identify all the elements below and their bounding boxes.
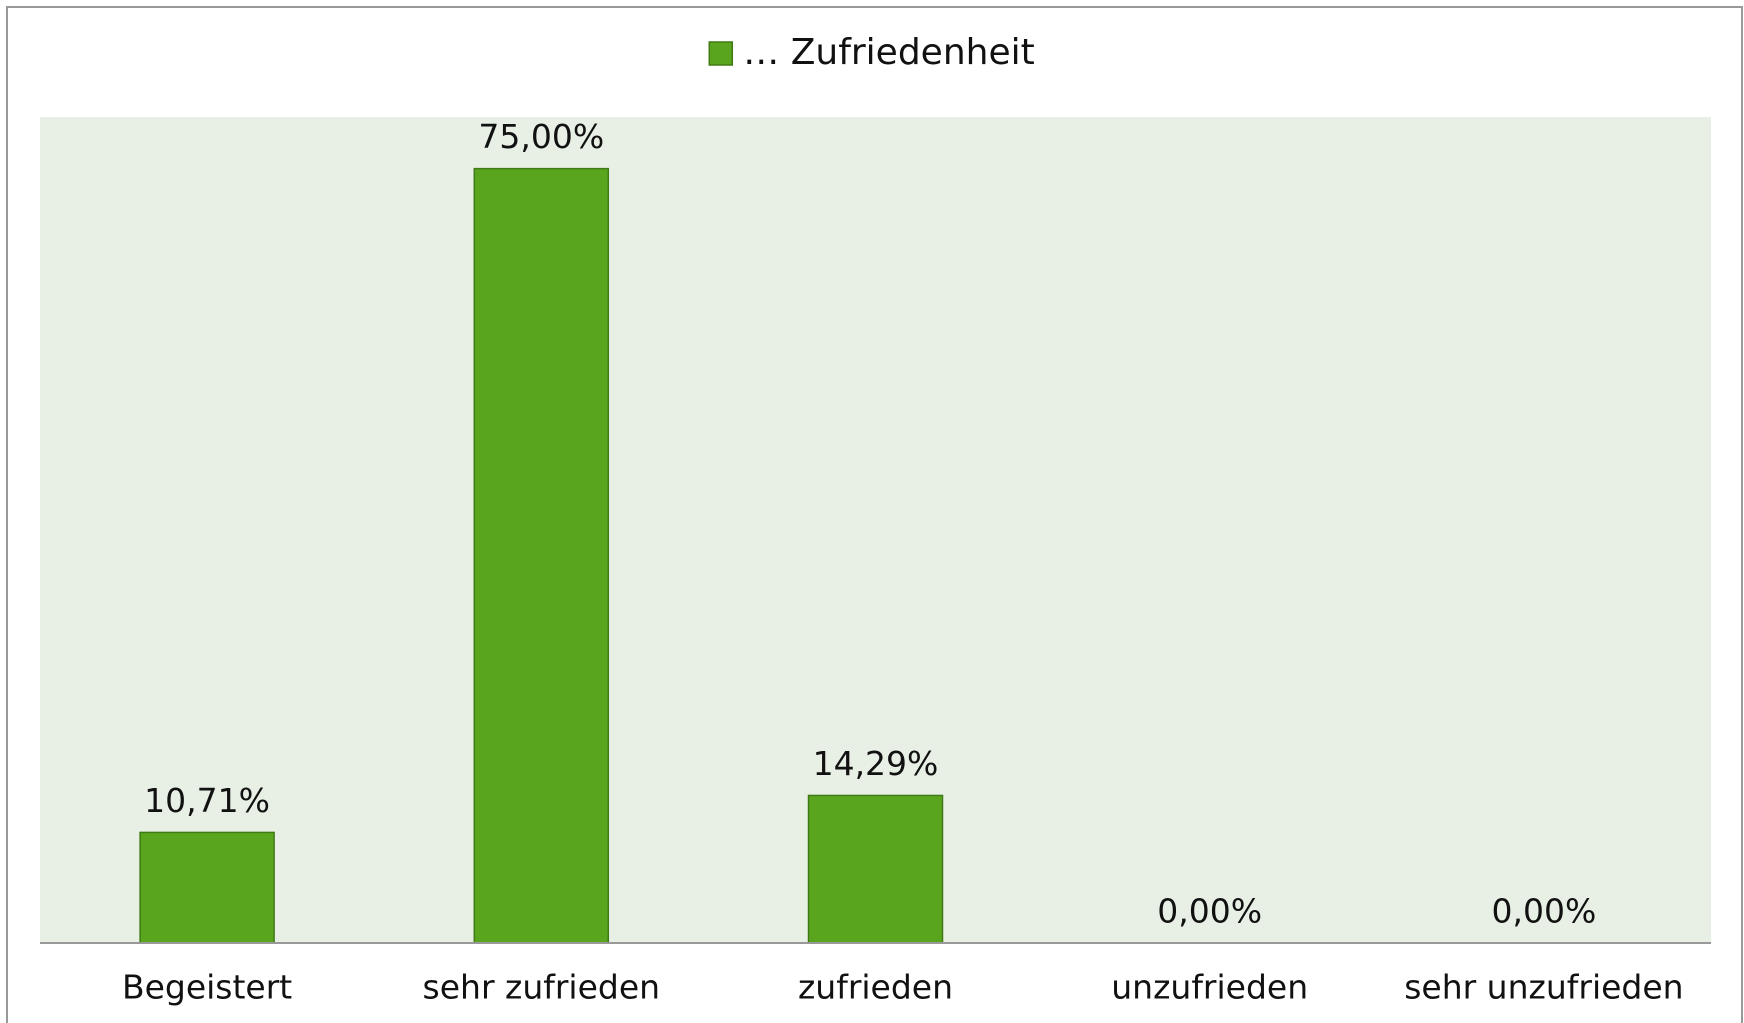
bar [473,167,610,944]
value-label: 14,29% [813,744,939,783]
x-tick-label: unzufrieden [1111,968,1308,1007]
legend-swatch [708,41,734,66]
value-label: 10,71% [144,781,270,820]
x-tick-label: sehr unzufrieden [1404,968,1683,1007]
value-label: 0,00% [1491,892,1596,931]
x-tick-label: zufrieden [798,968,953,1007]
value-label: 0,00% [1157,892,1262,931]
bar [139,831,275,944]
x-tick-label: Begeistert [122,968,292,1007]
x-tick-label: sehr zufrieden [423,968,661,1007]
bar [807,794,944,944]
value-label: 75,00% [478,117,604,156]
legend-label: … Zufriedenheit [743,32,1034,73]
